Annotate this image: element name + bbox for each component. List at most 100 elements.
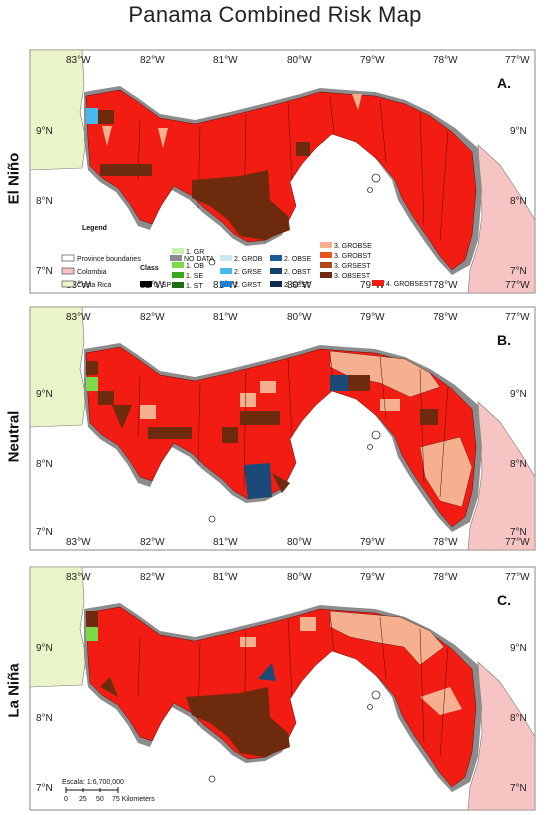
- legend-class-items: NO DATA 0. SP 1. GR 1. OB 1. SE 1. ST 2.…: [140, 242, 433, 290]
- province-boundaries: [137, 95, 449, 241]
- svg-text:79°W: 79°W: [360, 572, 385, 583]
- risk-patch-sest: [244, 463, 272, 499]
- svg-text:81°W: 81°W: [213, 55, 238, 66]
- risk-patch: [240, 637, 256, 647]
- svg-text:0: 0: [64, 796, 68, 803]
- svg-text:80°W: 80°W: [287, 572, 312, 583]
- map-title: Panama Combined Risk Map: [128, 2, 422, 27]
- risk-patch: [98, 110, 114, 124]
- map-panel-el-nino: 83°W 82°W 81°W 80°W 79°W 78°W 77°W 83°W …: [0, 30, 550, 298]
- svg-text:79°W: 79°W: [360, 312, 385, 323]
- costa-rica-region: [30, 307, 87, 428]
- island: [367, 444, 373, 450]
- risk-patch: [100, 164, 152, 176]
- svg-text:77°W: 77°W: [505, 572, 530, 583]
- svg-text:Colombia: Colombia: [77, 269, 107, 276]
- costa-rica-region: [30, 567, 87, 688]
- map-panel-la-nina: 83°W 82°W 81°W 80°W 79°W 78°W 77°W 9°N 8…: [0, 547, 550, 815]
- scale-label: Escala: 1:6,700,000: [62, 779, 124, 786]
- svg-text:9°N: 9°N: [36, 126, 53, 137]
- svg-text:3. GROBST: 3. GROBST: [334, 253, 372, 260]
- svg-text:81°W: 81°W: [213, 537, 238, 548]
- svg-text:8°N: 8°N: [510, 713, 527, 724]
- risk-patch: [100, 677, 118, 697]
- risk-patch: [222, 427, 238, 443]
- risk-patch: [296, 142, 310, 156]
- svg-text:83°W: 83°W: [66, 572, 91, 583]
- svg-text:8°N: 8°N: [36, 196, 53, 207]
- lat-axis-right: 9°N 8°N 7°N: [510, 126, 527, 277]
- svg-text:8°N: 8°N: [36, 459, 53, 470]
- risk-patch: [330, 375, 348, 391]
- costa-rica-region: [30, 50, 87, 171]
- risk-patch: [98, 391, 114, 405]
- island: [371, 690, 381, 700]
- island: [371, 430, 381, 440]
- svg-text:7°N: 7°N: [510, 527, 527, 538]
- svg-text:8°N: 8°N: [510, 196, 527, 207]
- svg-text:83°W: 83°W: [66, 537, 91, 548]
- risk-patch: [420, 409, 438, 425]
- svg-text:2. GROB: 2. GROB: [234, 256, 263, 263]
- risk-patch-azuero: [186, 687, 290, 757]
- risk-patch: [420, 687, 462, 715]
- svg-text:79°W: 79°W: [360, 55, 385, 66]
- svg-text:0. SP: 0. SP: [154, 282, 171, 289]
- risk-patch: [260, 381, 276, 393]
- svg-text:1. ST: 1. ST: [186, 283, 203, 290]
- island: [208, 515, 216, 523]
- svg-text:7°N: 7°N: [510, 783, 527, 794]
- risk-patch: [86, 611, 98, 627]
- risk-patch: [140, 405, 156, 419]
- panel-letter: A.: [497, 75, 511, 91]
- svg-text:9°N: 9°N: [510, 643, 527, 654]
- svg-text:83°W: 83°W: [66, 312, 91, 323]
- svg-text:2. OBSE: 2. OBSE: [284, 256, 312, 263]
- risk-patch: [272, 473, 290, 493]
- risk-patch: [380, 399, 400, 411]
- legend-class-title: Class: [140, 265, 159, 272]
- svg-text:82°W: 82°W: [140, 537, 165, 548]
- svg-text:1. OB: 1. OB: [186, 263, 204, 270]
- province-boundaries: [137, 352, 449, 498]
- lat-axis-left: 9°N 8°N 7°N: [36, 126, 53, 277]
- svg-text:80°W: 80°W: [287, 312, 312, 323]
- svg-text:9°N: 9°N: [36, 389, 53, 400]
- lat-axis-right: 9°N 8°N 7°N: [510, 389, 527, 538]
- risk-patch: [240, 411, 280, 425]
- svg-text:82°W: 82°W: [140, 280, 165, 291]
- panel-letter: B.: [497, 332, 511, 348]
- risk-patch: [300, 617, 316, 631]
- legend-title: Legend: [82, 225, 107, 232]
- colombia-region: [467, 144, 535, 293]
- svg-text:80°W: 80°W: [287, 55, 312, 66]
- svg-text:78°W: 78°W: [433, 572, 458, 583]
- svg-text:7°N: 7°N: [510, 266, 527, 277]
- colombia-region: [467, 661, 535, 810]
- svg-text:82°W: 82°W: [140, 312, 165, 323]
- svg-text:9°N: 9°N: [510, 126, 527, 137]
- lat-axis-right: 9°N 8°N 7°N: [510, 643, 527, 794]
- map-panel-svg: 83°W 82°W 81°W 80°W 79°W 78°W 77°W 83°W …: [29, 306, 536, 551]
- risk-patch: [348, 375, 370, 391]
- risk-patch: [86, 377, 98, 391]
- svg-text:2. GRST: 2. GRST: [234, 282, 262, 289]
- svg-text:2. SEST: 2. SEST: [284, 282, 311, 289]
- svg-text:NO DATA: NO DATA: [184, 256, 214, 263]
- risk-patch-grobse: [329, 350, 441, 398]
- island: [371, 173, 381, 183]
- island: [367, 704, 373, 710]
- risk-patch-grobse: [419, 436, 473, 508]
- svg-text:83°W: 83°W: [66, 280, 91, 291]
- svg-text:78°W: 78°W: [433, 312, 458, 323]
- island: [208, 258, 216, 266]
- svg-text:77°W: 77°W: [505, 537, 530, 548]
- svg-text:7°N: 7°N: [36, 527, 53, 538]
- svg-text:Costa Rica: Costa Rica: [77, 282, 111, 289]
- legend-boundary-items: Province boundaries Colombia Costa Rica: [61, 254, 141, 289]
- map-panel-neutral: 83°W 82°W 81°W 80°W 79°W 78°W 77°W 83°W …: [0, 287, 550, 555]
- lon-axis-bottom: 83°W 82°W 81°W 80°W 79°W 78°W 77°W: [66, 537, 530, 548]
- lon-axis-top: 83°W 82°W 81°W 80°W 79°W 78°W 77°W: [66, 312, 530, 323]
- colombia-region: [467, 401, 535, 550]
- svg-text:9°N: 9°N: [36, 643, 53, 654]
